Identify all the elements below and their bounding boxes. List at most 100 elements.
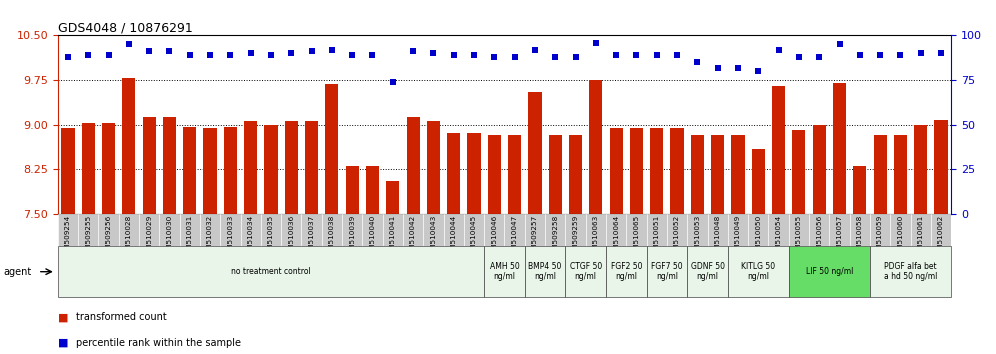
Text: FGF7 50
ng/ml: FGF7 50 ng/ml <box>651 262 682 281</box>
Bar <box>813 125 826 214</box>
Point <box>304 48 320 54</box>
Bar <box>610 128 622 214</box>
Bar <box>646 246 687 297</box>
Point <box>628 52 644 58</box>
Bar <box>586 214 606 246</box>
Text: GDNF 50
ng/ml: GDNF 50 ng/ml <box>690 262 724 281</box>
Bar <box>342 214 363 246</box>
Text: GSM510057: GSM510057 <box>837 215 843 259</box>
Bar <box>504 214 525 246</box>
Bar <box>508 135 521 214</box>
Bar <box>833 83 847 214</box>
Text: GSM510053: GSM510053 <box>694 215 700 259</box>
Bar <box>203 128 217 214</box>
Bar <box>854 166 867 214</box>
Bar <box>646 214 667 246</box>
Bar <box>82 123 95 214</box>
Text: GSM510059: GSM510059 <box>877 215 883 259</box>
Text: GSM509258: GSM509258 <box>552 215 558 259</box>
Point <box>243 50 259 56</box>
Point <box>832 41 848 47</box>
Text: GSM510064: GSM510064 <box>614 215 620 259</box>
Bar <box>670 128 683 214</box>
Text: GSM510029: GSM510029 <box>146 215 152 259</box>
Bar <box>650 128 663 214</box>
Text: GSM509259: GSM509259 <box>573 215 579 259</box>
Text: GSM510048: GSM510048 <box>715 215 721 259</box>
Bar <box>687 214 707 246</box>
Text: GSM510051: GSM510051 <box>653 215 659 259</box>
Text: transformed count: transformed count <box>76 312 166 322</box>
Text: GSM510042: GSM510042 <box>410 215 416 259</box>
Text: GSM510035: GSM510035 <box>268 215 274 259</box>
Bar <box>488 135 501 214</box>
Bar <box>728 246 789 297</box>
Text: GSM510036: GSM510036 <box>288 215 294 259</box>
Bar <box>528 92 542 214</box>
Bar <box>142 117 155 214</box>
Point <box>811 54 827 60</box>
Text: GSM510038: GSM510038 <box>329 215 335 259</box>
Text: GSM510052: GSM510052 <box>674 215 680 259</box>
Bar <box>769 214 789 246</box>
Bar <box>285 121 298 214</box>
Bar <box>162 117 176 214</box>
Bar <box>382 214 403 246</box>
Bar <box>931 214 951 246</box>
Bar <box>224 127 237 214</box>
Bar <box>667 214 687 246</box>
Text: GDS4048 / 10876291: GDS4048 / 10876291 <box>58 21 192 34</box>
Point <box>791 54 807 60</box>
Text: GSM510033: GSM510033 <box>227 215 233 259</box>
Bar <box>566 246 606 297</box>
Text: LIF 50 ng/ml: LIF 50 ng/ml <box>806 267 853 276</box>
Bar <box>545 214 566 246</box>
Bar <box>179 214 200 246</box>
Bar <box>183 127 196 214</box>
Bar <box>870 214 890 246</box>
Text: BMP4 50
ng/ml: BMP4 50 ng/ml <box>529 262 562 281</box>
Text: GSM510060: GSM510060 <box>897 215 903 259</box>
Bar <box>403 214 423 246</box>
Point <box>912 50 928 56</box>
Bar <box>873 135 886 214</box>
Bar <box>566 214 586 246</box>
Bar <box>200 214 220 246</box>
Bar <box>484 214 504 246</box>
Bar <box>102 123 116 214</box>
Point <box>60 54 76 60</box>
Point <box>141 48 157 54</box>
Bar <box>78 214 99 246</box>
Point <box>202 52 218 58</box>
Point <box>182 52 198 58</box>
Point <box>263 52 279 58</box>
Point <box>588 40 604 45</box>
Bar <box>58 214 78 246</box>
Point <box>365 52 380 58</box>
Bar <box>789 246 870 297</box>
Bar <box>549 135 562 214</box>
Bar <box>447 132 460 214</box>
Point <box>161 48 177 54</box>
Bar <box>525 246 566 297</box>
Bar <box>406 117 419 214</box>
Bar <box>159 214 179 246</box>
Point <box>345 52 361 58</box>
Text: PDGF alfa bet
a hd 50 ng/ml: PDGF alfa bet a hd 50 ng/ml <box>883 262 937 281</box>
Bar <box>366 166 379 214</box>
Text: GSM510049: GSM510049 <box>735 215 741 259</box>
Text: GSM510031: GSM510031 <box>186 215 193 259</box>
Text: GSM510055: GSM510055 <box>796 215 802 259</box>
Bar <box>606 246 646 297</box>
Bar <box>464 214 484 246</box>
Text: GSM510050: GSM510050 <box>755 215 761 259</box>
Point <box>283 50 299 56</box>
Bar <box>789 214 809 246</box>
Text: FGF2 50
ng/ml: FGF2 50 ng/ml <box>611 262 642 281</box>
Bar <box>58 246 484 297</box>
Bar <box>281 214 302 246</box>
Point <box>121 41 136 47</box>
Text: GSM510028: GSM510028 <box>125 215 131 259</box>
Bar <box>264 125 278 214</box>
Bar <box>731 135 745 214</box>
